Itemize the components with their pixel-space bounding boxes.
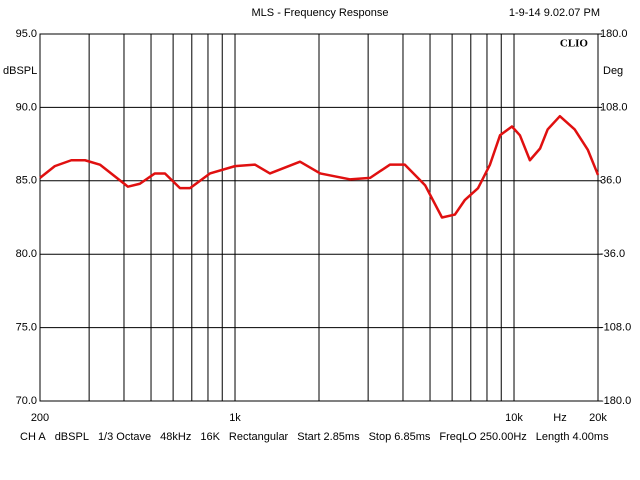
y-tick-label: 80.0 [16, 248, 37, 260]
footer-item: dBSPL [55, 431, 89, 443]
response-line [39, 114, 600, 219]
y2-tick-label: 36.0 [600, 175, 621, 187]
footer-item: 16K [200, 431, 220, 443]
y2-tick-label: 108.0 [600, 101, 628, 113]
footer-item: CH A [20, 431, 46, 443]
chart-title: MLS - Frequency Response [252, 7, 389, 19]
x-axis-label: Hz [553, 412, 566, 424]
y-tick-label: 90.0 [16, 101, 37, 113]
timestamp: 1-9-14 9.02.07 PM [509, 7, 600, 19]
y-tick-label: 75.0 [16, 322, 37, 334]
y-axis-label: dBSPL [3, 65, 37, 77]
y-tick-label: 95.0 [16, 28, 37, 40]
footer-item: 48kHz [160, 431, 191, 443]
y2-tick-label: -108.0 [600, 322, 631, 334]
footer-item: Stop 6.85ms [369, 431, 431, 443]
x-tick-label: 200 [31, 412, 49, 424]
x-tick-label: 20k [589, 412, 607, 424]
footer-item: Start 2.85ms [297, 431, 360, 443]
x-tick-label: 10k [505, 412, 523, 424]
y2-tick-label: -36.0 [600, 248, 625, 260]
footer-item: Rectangular [229, 431, 289, 443]
y-tick-label: 85.0 [16, 175, 37, 187]
y-tick-label: 70.0 [16, 395, 37, 407]
footer-item: 1/3 Octave [98, 431, 151, 443]
x-tick-label: 1k [229, 412, 241, 424]
footer-item: FreqLO 250.00Hz [439, 431, 526, 443]
y2-axis-label: Deg [603, 65, 623, 77]
brand: CLIO [560, 38, 589, 50]
y2-tick-label: 180.0 [600, 28, 628, 40]
plot-frame [39, 33, 599, 402]
y2-tick-label: -180.0 [600, 395, 631, 407]
footer-item: Length 4.00ms [536, 431, 609, 443]
